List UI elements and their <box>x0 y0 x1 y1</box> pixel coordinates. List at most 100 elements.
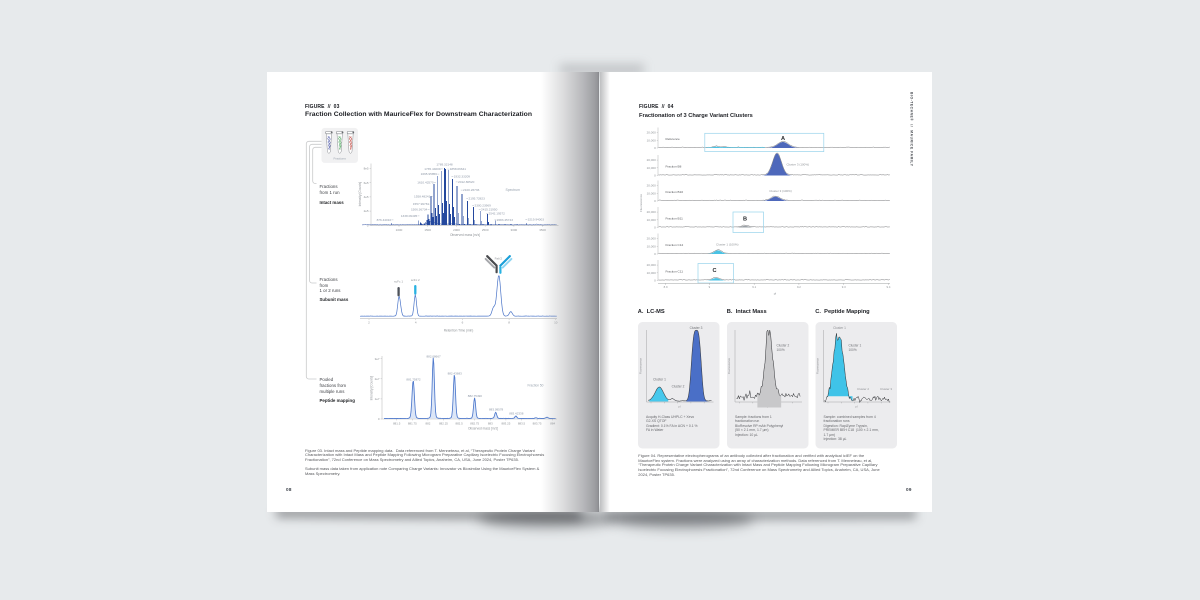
svg-text:10,000: 10,000 <box>647 138 657 142</box>
svg-text:882.75490: 882.75490 <box>468 394 483 398</box>
svg-text:6: 6 <box>462 321 464 325</box>
svg-text:Cluster 2: Cluster 2 <box>777 343 790 347</box>
svg-text:pI: pI <box>678 405 680 409</box>
svg-text:10,000: 10,000 <box>647 166 657 170</box>
svg-text:Fraction C11: Fraction C11 <box>666 269 684 273</box>
svg-text:9: 9 <box>709 285 711 289</box>
svg-text:Intensity [Counts]: Intensity [Counts] <box>358 182 362 207</box>
svg-text:1735.44009: 1735.44009 <box>424 167 441 171</box>
svg-text:3000: 3000 <box>511 228 518 232</box>
svg-text:1506.36734: 1506.36734 <box>411 207 428 211</box>
svg-text:Fluorescence: Fluorescence <box>639 194 643 212</box>
svg-text:9.2: 9.2 <box>797 285 801 289</box>
svg-text:883.5: 883.5 <box>518 421 526 425</box>
svg-text:0: 0 <box>654 146 656 150</box>
svg-text:Intensity [Counts]: Intensity [Counts] <box>369 376 373 401</box>
svg-text:2683.45743: 2683.45743 <box>497 218 514 222</box>
svg-text:4e5: 4e5 <box>364 195 369 199</box>
svg-text:1557.99781: 1557.99781 <box>413 202 430 206</box>
svg-text:B: B <box>743 217 747 223</box>
svg-text:20,000: 20,000 <box>647 237 657 241</box>
svg-text:8e5: 8e5 <box>364 167 369 171</box>
svg-text:Fraction 50: Fraction 50 <box>528 384 544 388</box>
svg-text:Cluster 3 (100%): Cluster 3 (100%) <box>787 163 810 167</box>
svg-text:Observed mass [m/z]: Observed mass [m/z] <box>450 233 480 237</box>
svg-text:0: 0 <box>654 279 656 283</box>
svg-text:Cluster 3: Cluster 3 <box>880 387 892 391</box>
svg-text:2100.26736: 2100.26736 <box>463 188 480 192</box>
svg-text:1789.32148: 1789.32148 <box>436 163 453 167</box>
svg-text:3e7: 3e7 <box>375 357 380 361</box>
svg-text:883.25: 883.25 <box>501 421 510 425</box>
svg-text:10,000: 10,000 <box>647 271 657 275</box>
svg-text:0: 0 <box>654 252 656 256</box>
svg-text:882.43683: 882.43683 <box>448 371 463 375</box>
svg-text:Fluorescence: Fluorescence <box>816 357 820 374</box>
svg-text:100%: 100% <box>777 348 785 352</box>
svg-text:1338.09495: 1338.09495 <box>401 214 418 218</box>
svg-text:2e5: 2e5 <box>364 209 369 213</box>
svg-text:2e7: 2e7 <box>375 377 380 381</box>
svg-text:1610.42570: 1610.42570 <box>417 181 434 185</box>
svg-text:9.3: 9.3 <box>842 285 846 289</box>
svg-text:0: 0 <box>654 174 656 178</box>
svg-text:Observed mass [m/z]: Observed mass [m/z] <box>468 426 498 430</box>
svg-text:6e5: 6e5 <box>364 181 369 185</box>
svg-text:Cluster 2: Cluster 2 <box>857 387 869 391</box>
svg-text:A: A <box>781 136 785 142</box>
svg-text:1558.48241: 1558.48241 <box>414 195 431 199</box>
svg-text:2: 2 <box>368 321 370 325</box>
svg-text:pI: pI <box>855 405 857 409</box>
svg-text:1e7: 1e7 <box>375 397 380 401</box>
svg-text:881.75: 881.75 <box>408 421 417 425</box>
svg-text:20,000: 20,000 <box>647 263 657 267</box>
svg-text:1858.06641: 1858.06641 <box>450 167 467 171</box>
svg-text:1932.33209: 1932.33209 <box>454 175 471 179</box>
svg-text:2415.21950: 2415.21950 <box>481 207 498 211</box>
svg-text:882.25: 882.25 <box>439 421 448 425</box>
svg-text:Fractions: Fractions <box>334 156 347 160</box>
svg-text:Cluster 1: Cluster 1 <box>653 377 666 381</box>
svg-text:881.5: 881.5 <box>393 421 401 425</box>
svg-text:Cluster 2: Cluster 2 <box>672 385 685 389</box>
svg-text:Fraction B8: Fraction B8 <box>666 164 682 168</box>
svg-text:2195.72823: 2195.72823 <box>469 196 486 200</box>
svg-text:Fraction B10: Fraction B10 <box>666 190 684 194</box>
svg-text:Retention Time (min): Retention Time (min) <box>444 328 474 332</box>
svg-text:9.1: 9.1 <box>752 285 756 289</box>
svg-text:20,000: 20,000 <box>647 158 657 162</box>
svg-text:2300.23969: 2300.23969 <box>475 203 492 207</box>
svg-text:Cluster 1 (100%): Cluster 1 (100%) <box>716 243 739 247</box>
svg-text:0: 0 <box>654 199 656 203</box>
svg-text:scFc 1: scFc 1 <box>394 280 403 284</box>
svg-text:20,000: 20,000 <box>647 210 657 214</box>
svg-text:20,000: 20,000 <box>647 131 657 135</box>
svg-text:883.75: 883.75 <box>533 421 542 425</box>
svg-text:1500: 1500 <box>424 228 431 232</box>
svg-text:C: C <box>712 268 716 274</box>
svg-text:882: 882 <box>425 421 430 425</box>
svg-text:20,000: 20,000 <box>647 184 657 188</box>
svg-text:Cluster 3: Cluster 3 <box>690 326 703 330</box>
svg-text:881.75872: 881.75872 <box>406 377 421 381</box>
svg-text:pI: pI <box>774 291 777 295</box>
svg-text:8: 8 <box>508 321 510 325</box>
svg-text:Fluorescence: Fluorescence <box>727 357 731 374</box>
svg-text:2500: 2500 <box>482 228 489 232</box>
svg-text:Spectrum: Spectrum <box>506 188 521 192</box>
svg-text:Fluorescence: Fluorescence <box>639 357 643 374</box>
svg-text:883: 883 <box>488 421 493 425</box>
svg-text:BIO-TECHNE® // MAURICE FAMIL: BIO-TECHNE® // MAURICE FAMILY <box>910 92 914 167</box>
svg-text:1000: 1000 <box>396 228 403 232</box>
svg-text:scFc 2: scFc 2 <box>411 278 420 282</box>
svg-text:883.42338: 883.42338 <box>509 412 524 416</box>
svg-text:10,000: 10,000 <box>647 244 657 248</box>
svg-text:0: 0 <box>654 226 656 230</box>
svg-text:2542.19572: 2542.19572 <box>489 212 506 216</box>
svg-text:0: 0 <box>378 417 380 421</box>
svg-text:882.08667: 882.08667 <box>427 355 442 359</box>
svg-text:100%: 100% <box>849 348 857 352</box>
svg-text:Fraction B11: Fraction B11 <box>666 216 684 220</box>
svg-text:3219.94003: 3219.94003 <box>528 218 545 222</box>
svg-text:Cluster 1: Cluster 1 <box>849 343 862 347</box>
